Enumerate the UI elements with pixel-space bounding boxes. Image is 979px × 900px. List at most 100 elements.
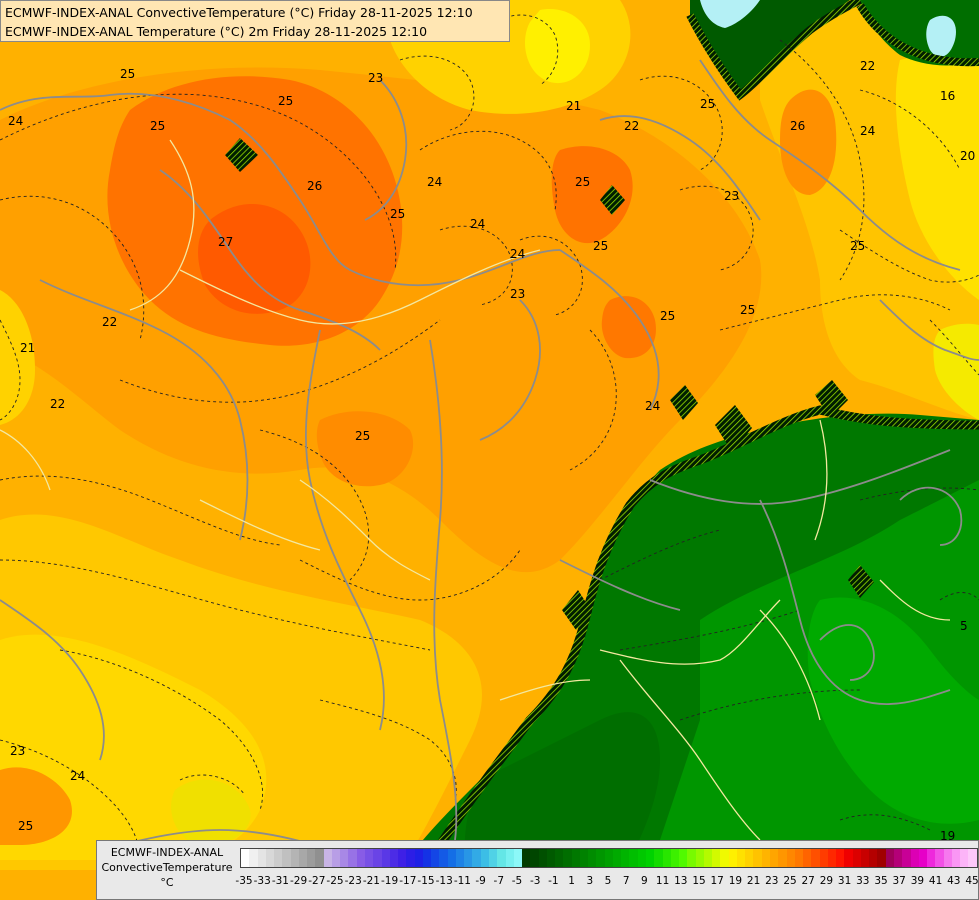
legend-tick-label: 33 [856, 875, 870, 887]
legend-swatch [877, 849, 886, 867]
legend-swatch [538, 849, 547, 867]
legend-swatch [679, 849, 688, 867]
legend-swatch [960, 849, 969, 867]
legend-swatch [670, 849, 680, 867]
hatched-cell-6 [815, 380, 848, 418]
legend-swatch [935, 849, 944, 867]
legend-tick-labels: -35 -33 -31 -29 -27 -25 -23 -21 -19 -17 -15 -13 -11-… [235, 875, 978, 891]
legend-tick-label: 21 [746, 875, 761, 887]
legend-swatch [968, 849, 977, 867]
legend-tick-label: -21 [362, 875, 380, 887]
contour-label: 23 [368, 71, 383, 85]
legend-swatch [241, 849, 250, 867]
legend-swatch [522, 849, 531, 867]
legend-swatch [869, 849, 878, 867]
legend-swatch [555, 849, 564, 867]
legend-title-line-1: ECMWF-INDEX-ANAL [110, 846, 224, 859]
legend-swatch [852, 849, 861, 867]
legend-swatch [356, 849, 365, 867]
legend-swatch [770, 849, 779, 867]
legend-tick-label: -1 [548, 875, 559, 887]
legend-swatch [323, 849, 332, 867]
temperature-field-hot-band [316, 411, 414, 487]
legend-tick-label: 39 [910, 875, 925, 887]
contour-label: 16 [940, 89, 955, 103]
legend-swatch [918, 849, 928, 867]
legend-swatch [687, 849, 696, 867]
legend-color-scale [240, 848, 978, 868]
legend-swatch [265, 849, 275, 867]
legend-tick-label: 1 [568, 875, 575, 887]
legend-swatch [579, 849, 589, 867]
legend-swatch [505, 849, 514, 867]
map-title-line-2: ECMWF-INDEX-ANAL Temperature (°C) 2m Fri… [5, 24, 428, 39]
legend-swatch [761, 849, 770, 867]
legend-swatch [811, 849, 820, 867]
temperature-field-hottest [198, 203, 311, 314]
legend-swatch [786, 849, 795, 867]
legend-swatch [546, 849, 556, 867]
legend-tick-label: 17 [710, 875, 724, 887]
legend-tick-label: -35 [235, 875, 253, 887]
legend-tick-label: 13 [674, 875, 688, 887]
legend-tick-label: 7 [622, 875, 630, 887]
contour-label: 22 [102, 315, 117, 329]
legend-swatch [662, 849, 671, 867]
contour-label: 21 [566, 99, 581, 113]
legend-swatch [753, 849, 762, 867]
contour-label: 25 [700, 97, 715, 111]
contour-label: 22 [860, 59, 875, 73]
contour-label: 25 [18, 819, 33, 833]
legend-tick-label: -7 [493, 875, 505, 887]
legend-swatch [794, 849, 804, 867]
temperature-field-northeast-orange [780, 89, 837, 195]
legend-unit: °C [160, 876, 174, 889]
temperature-field-hot-east [551, 146, 633, 244]
legend-swatch [530, 849, 539, 867]
contour-label: 23 [10, 744, 25, 758]
contour-label: 25 [278, 94, 293, 108]
legend-swatch [298, 849, 308, 867]
freezing-boundary-north [686, 0, 979, 101]
legend-swatch [290, 849, 299, 867]
legend-title-line-2: ConvectiveTemperature [101, 861, 233, 874]
legend-tick-label: -13 [435, 875, 453, 887]
legend-tick-label: -31 [271, 875, 289, 887]
map-title-box: ECMWF-INDEX-ANAL ConvectiveTemperature (… [0, 0, 510, 42]
contour-lines [0, 14, 979, 861]
legend-tick-label: 31 [837, 875, 852, 887]
legend-swatch [406, 849, 415, 867]
legend-tick-label: -17 [399, 875, 417, 887]
legend-swatch [513, 849, 523, 867]
legend-swatch [274, 849, 283, 867]
hatched-cell-5 [562, 590, 592, 630]
legend-tick-label: 23 [765, 875, 779, 887]
legend-tick-label: 27 [801, 875, 815, 887]
contour-label: 25 [850, 239, 865, 253]
legend-swatch [893, 849, 903, 867]
legend-swatch [621, 849, 630, 867]
legend-tick-label: -19 [381, 875, 399, 887]
legend-swatch [819, 849, 828, 867]
legend-swatch [703, 849, 713, 867]
legend-swatch [943, 849, 952, 867]
temperature-field-green-bright [807, 597, 979, 824]
legend-swatch [398, 849, 407, 867]
legend-swatch [654, 849, 663, 867]
legend-swatch [563, 849, 572, 867]
legend-swatch [571, 849, 580, 867]
legend-swatch [488, 849, 498, 867]
contour-label: 26 [790, 119, 805, 133]
legend-swatch [860, 849, 870, 867]
legend-tick-label: 41 [928, 875, 943, 887]
contour-label: 27 [218, 235, 233, 249]
legend-title: ECMWF-INDEX-ANAL ConvectiveTemperature °… [99, 845, 235, 890]
hatched-cell-7 [848, 565, 874, 598]
contour-label: 24 [70, 769, 85, 783]
legend-swatch [646, 849, 655, 867]
contour-label: 22 [50, 397, 65, 411]
legend-tick-label: -15 [417, 875, 435, 887]
legend-tick-label: 29 [819, 875, 834, 887]
